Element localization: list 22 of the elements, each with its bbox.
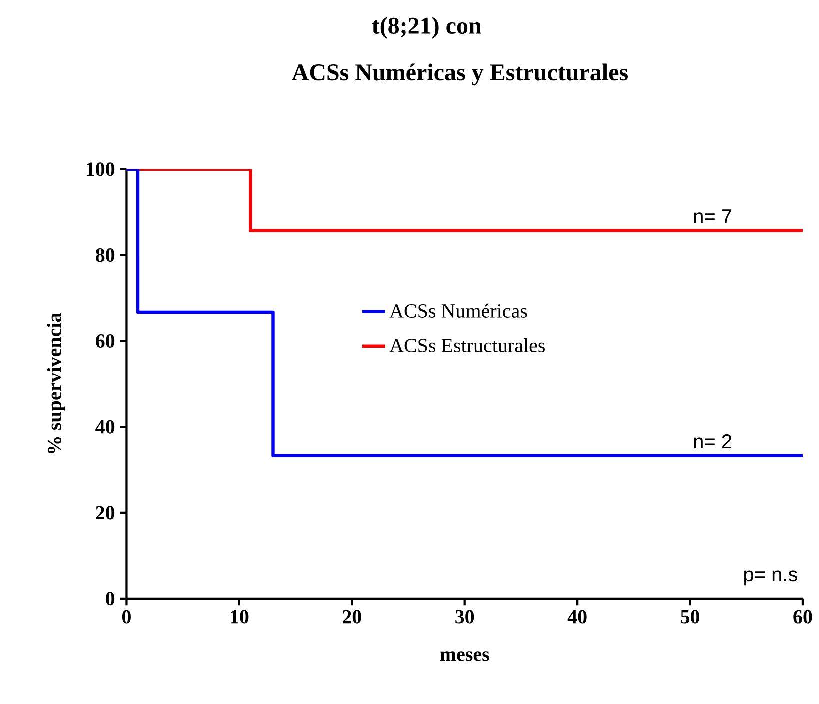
x-axis-title: meses bbox=[440, 651, 490, 662]
chart-subtitle: ACSs Numéricas y Estructurales bbox=[292, 64, 628, 86]
y-tick-label: 80 bbox=[96, 248, 115, 262]
y-tick-label: 60 bbox=[96, 334, 115, 348]
x-tick-label: 10 bbox=[231, 610, 249, 624]
y-tick-label: 20 bbox=[96, 506, 115, 520]
x-tick-label: 20 bbox=[342, 610, 362, 624]
y-axis-title: % supervivencia bbox=[47, 312, 66, 454]
x-tick-label: 60 bbox=[794, 610, 812, 624]
y-tick-label: 100 bbox=[86, 162, 115, 176]
annotation: n= 7 bbox=[694, 210, 732, 224]
legend-label: ACSs Numéricas bbox=[390, 304, 528, 318]
y-tick-label: 40 bbox=[96, 420, 115, 434]
x-tick-label: 0 bbox=[122, 610, 131, 624]
x-tick-label: 50 bbox=[681, 610, 700, 624]
chart-title: t(8;21) con bbox=[372, 16, 482, 39]
x-tick-label: 30 bbox=[456, 610, 474, 624]
x-tick-label: 40 bbox=[568, 610, 587, 624]
legend-label: ACSs Estructurales bbox=[390, 338, 545, 352]
y-tick-label: 0 bbox=[106, 592, 115, 606]
annotation: p= n.s bbox=[744, 570, 798, 586]
annotation: n= 2 bbox=[694, 434, 732, 448]
